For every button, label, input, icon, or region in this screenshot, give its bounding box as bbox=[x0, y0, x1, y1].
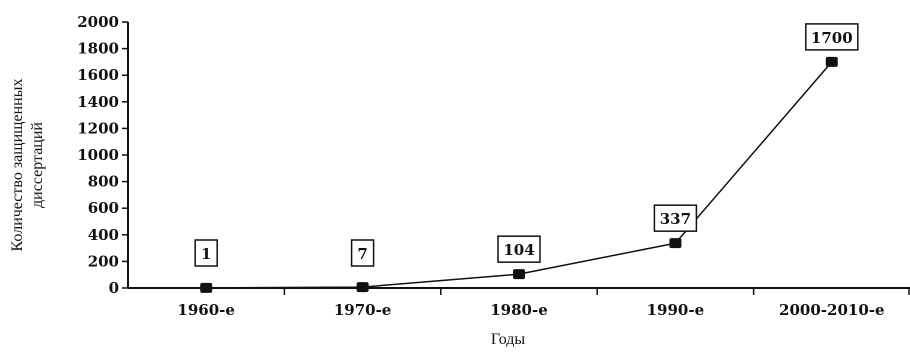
y-axis-title-line2: диссертаций bbox=[29, 122, 46, 208]
data-label: 337 bbox=[660, 210, 691, 228]
data-point bbox=[825, 56, 838, 67]
y-tick-label: 1400 bbox=[77, 93, 119, 111]
data-label-box bbox=[653, 204, 698, 232]
data-label: 7 bbox=[357, 245, 367, 263]
x-tick-label: 1980-е bbox=[490, 301, 548, 319]
data-point bbox=[200, 282, 213, 293]
y-axis-title-line1: Количество защищенных bbox=[9, 79, 26, 252]
y-tick-label: 200 bbox=[88, 252, 119, 270]
data-point bbox=[513, 269, 525, 280]
series bbox=[200, 56, 838, 293]
y-tick-label: 1800 bbox=[77, 40, 119, 58]
y-tick-label: 0 bbox=[109, 279, 119, 297]
x-tick-label: 1990-е bbox=[647, 301, 705, 319]
data-label-box bbox=[194, 239, 218, 267]
data-point bbox=[356, 282, 369, 293]
data-label-box bbox=[805, 23, 859, 51]
x-tick-label: 1970-е bbox=[334, 301, 392, 319]
data-label-box bbox=[497, 235, 541, 263]
y-tick-label: 800 bbox=[88, 173, 119, 191]
x-axis-title: Годы bbox=[491, 331, 526, 348]
y-tick-label: 2000 bbox=[77, 13, 119, 31]
y-tick-label: 1600 bbox=[77, 66, 119, 84]
y-tick-label: 400 bbox=[88, 226, 119, 244]
y-axis-title: Количество защищенных диссертаций bbox=[9, 79, 46, 252]
data-label: 1700 bbox=[811, 29, 853, 47]
data-point bbox=[669, 238, 682, 249]
data-label-box bbox=[350, 239, 375, 267]
y-tick-label: 1200 bbox=[77, 119, 119, 137]
data-labels: 1 7 104 337 1700 bbox=[194, 23, 859, 267]
x-ticks: 1960-е 1970-е 1980-е 1990-е 2000-2010-е bbox=[177, 288, 910, 319]
y-tick-label: 600 bbox=[88, 199, 119, 217]
x-tick-label: 2000-2010-е bbox=[779, 301, 885, 319]
data-label: 104 bbox=[503, 241, 534, 259]
data-label: 1 bbox=[201, 245, 211, 263]
x-tick-label: 1960-е bbox=[177, 301, 235, 319]
y-tick-label: 1000 bbox=[77, 146, 119, 164]
